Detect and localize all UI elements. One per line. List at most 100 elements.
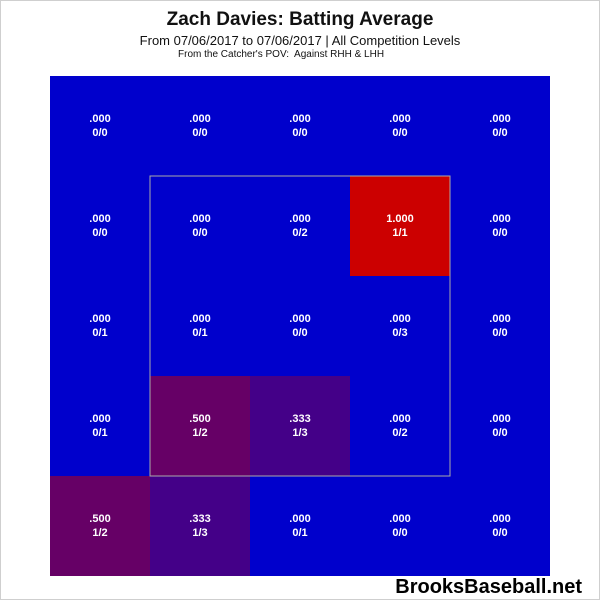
zone-cell-hits-ab: 0/1 — [192, 327, 207, 339]
zone-cell-hits-ab: 0/0 — [392, 527, 407, 539]
zone-cell-fill — [350, 76, 450, 176]
zone-cell-avg: .000 — [289, 513, 310, 525]
zone-cell-hits-ab: 0/1 — [92, 327, 107, 339]
chart-subtitle: From 07/06/2017 to 07/06/2017 | All Comp… — [139, 33, 461, 48]
zone-cell-hits-ab: 0/0 — [492, 527, 507, 539]
zone-cell-avg: .000 — [189, 313, 210, 325]
zone-cell-hits-ab: 0/0 — [492, 127, 507, 139]
zone-cell-r1-c5: .000 0/0 — [450, 76, 550, 176]
zone-cell-avg: .000 — [89, 413, 110, 425]
zone-cell-fill — [250, 376, 350, 476]
zone-cell-avg: .000 — [89, 113, 110, 125]
zone-cell-hits-ab: 0/0 — [492, 427, 507, 439]
zone-cell-r1-c3: .000 0/0 — [250, 76, 350, 176]
zone-cell-r5-c4: .000 0/0 — [350, 476, 450, 576]
zone-cell-r5-c3: .000 0/1 — [250, 476, 350, 576]
zone-cell-avg: .000 — [489, 513, 510, 525]
zone-cell-fill — [450, 76, 550, 176]
zone-cell-avg: .000 — [89, 313, 110, 325]
zone-cell-avg: .500 — [189, 413, 210, 425]
zone-cell-r5-c1: .500 1/2 — [50, 476, 150, 576]
zone-cell-avg: .000 — [389, 113, 410, 125]
zone-cell-fill — [350, 276, 450, 376]
zone-cell-hits-ab: 1/2 — [192, 427, 207, 439]
zone-cell-avg: .000 — [489, 113, 510, 125]
zone-cell-avg: .000 — [489, 213, 510, 225]
zone-cell-fill — [50, 76, 150, 176]
zone-cell-hits-ab: 0/0 — [192, 127, 207, 139]
zone-cell-hits-ab: 1/3 — [292, 427, 307, 439]
zone-cell-avg: .000 — [89, 213, 110, 225]
zone-cell-avg: .000 — [389, 413, 410, 425]
zone-cell-r3-c3: .000 0/0 — [250, 276, 350, 376]
zone-cell-hits-ab: 0/0 — [492, 327, 507, 339]
chart-note: From the Catcher's POV: Against RHH & LH… — [178, 49, 385, 60]
zone-cell-fill — [250, 76, 350, 176]
zone-cell-hits-ab: 0/2 — [392, 427, 407, 439]
zone-cell-fill — [450, 276, 550, 376]
zone-cell-r1-c4: .000 0/0 — [350, 76, 450, 176]
zone-cell-r3-c2: .000 0/1 — [150, 276, 250, 376]
watermark: BrooksBaseball.net — [395, 576, 582, 598]
zone-cell-fill — [350, 176, 450, 276]
zone-cell-fill — [350, 376, 450, 476]
zone-cell-avg: 1.000 — [386, 213, 414, 225]
zone-cell-r3-c4: .000 0/3 — [350, 276, 450, 376]
zone-cell-avg: .000 — [289, 213, 310, 225]
zone-cell-avg: .000 — [289, 313, 310, 325]
zone-cell-avg: .000 — [289, 113, 310, 125]
zone-cell-fill — [450, 476, 550, 576]
zone-cell-hits-ab: 0/0 — [292, 327, 307, 339]
zone-cell-avg: .000 — [189, 213, 210, 225]
zone-cell-r2-c1: .000 0/0 — [50, 176, 150, 276]
zone-cell-fill — [450, 176, 550, 276]
zone-cell-r5-c5: .000 0/0 — [450, 476, 550, 576]
zone-cell-r4-c1: .000 0/1 — [50, 376, 150, 476]
zone-cell-hits-ab: 0/0 — [492, 227, 507, 239]
zone-cell-avg: .333 — [289, 413, 310, 425]
zone-cell-hits-ab: 1/2 — [92, 527, 107, 539]
zone-cell-fill — [250, 276, 350, 376]
zone-cell-r4-c4: .000 0/2 — [350, 376, 450, 476]
zone-cell-r4-c3: .333 1/3 — [250, 376, 350, 476]
zone-cell-fill — [50, 476, 150, 576]
zone-cell-r4-c2: .500 1/2 — [150, 376, 250, 476]
zone-cell-r5-c2: .333 1/3 — [150, 476, 250, 576]
zone-cell-fill — [350, 476, 450, 576]
zone-cell-r3-c1: .000 0/1 — [50, 276, 150, 376]
zone-cell-r1-c2: .000 0/0 — [150, 76, 250, 176]
zone-cell-r2-c3: .000 0/2 — [250, 176, 350, 276]
zone-cell-hits-ab: 0/0 — [92, 127, 107, 139]
zone-cell-r3-c5: .000 0/0 — [450, 276, 550, 376]
zone-cell-hits-ab: 1/3 — [192, 527, 207, 539]
zone-cell-avg: .000 — [489, 313, 510, 325]
zone-cell-hits-ab: 0/0 — [92, 227, 107, 239]
zone-cell-fill — [50, 176, 150, 276]
zone-cell-fill — [250, 176, 350, 276]
zone-cell-hits-ab: 1/1 — [392, 227, 407, 239]
zone-cell-r2-c5: .000 0/0 — [450, 176, 550, 276]
zone-cell-fill — [50, 376, 150, 476]
zone-cell-fill — [150, 76, 250, 176]
zone-cell-avg: .333 — [189, 513, 210, 525]
zone-cell-r2-c2: .000 0/0 — [150, 176, 250, 276]
zone-cell-avg: .000 — [489, 413, 510, 425]
zone-cell-avg: .000 — [189, 113, 210, 125]
zone-cell-fill — [150, 176, 250, 276]
zone-cell-hits-ab: 0/0 — [192, 227, 207, 239]
zone-cell-hits-ab: 0/1 — [92, 427, 107, 439]
zone-cell-r1-c1: .000 0/0 — [50, 76, 150, 176]
zone-cell-fill — [250, 476, 350, 576]
zone-cell-hits-ab: 0/2 — [292, 227, 307, 239]
zone-cell-r4-c5: .000 0/0 — [450, 376, 550, 476]
chart-title: Zach Davies: Batting Average — [166, 9, 434, 30]
zone-cell-hits-ab: 0/0 — [292, 127, 307, 139]
zone-cell-avg: .500 — [89, 513, 110, 525]
zone-cell-hits-ab: 0/3 — [392, 327, 407, 339]
zone-cell-fill — [150, 376, 250, 476]
zone-cell-hits-ab: 0/0 — [392, 127, 407, 139]
zone-cell-fill — [450, 376, 550, 476]
zone-cell-r2-c4: 1.000 1/1 — [350, 176, 450, 276]
strike-zone-outline — [149, 175, 451, 477]
